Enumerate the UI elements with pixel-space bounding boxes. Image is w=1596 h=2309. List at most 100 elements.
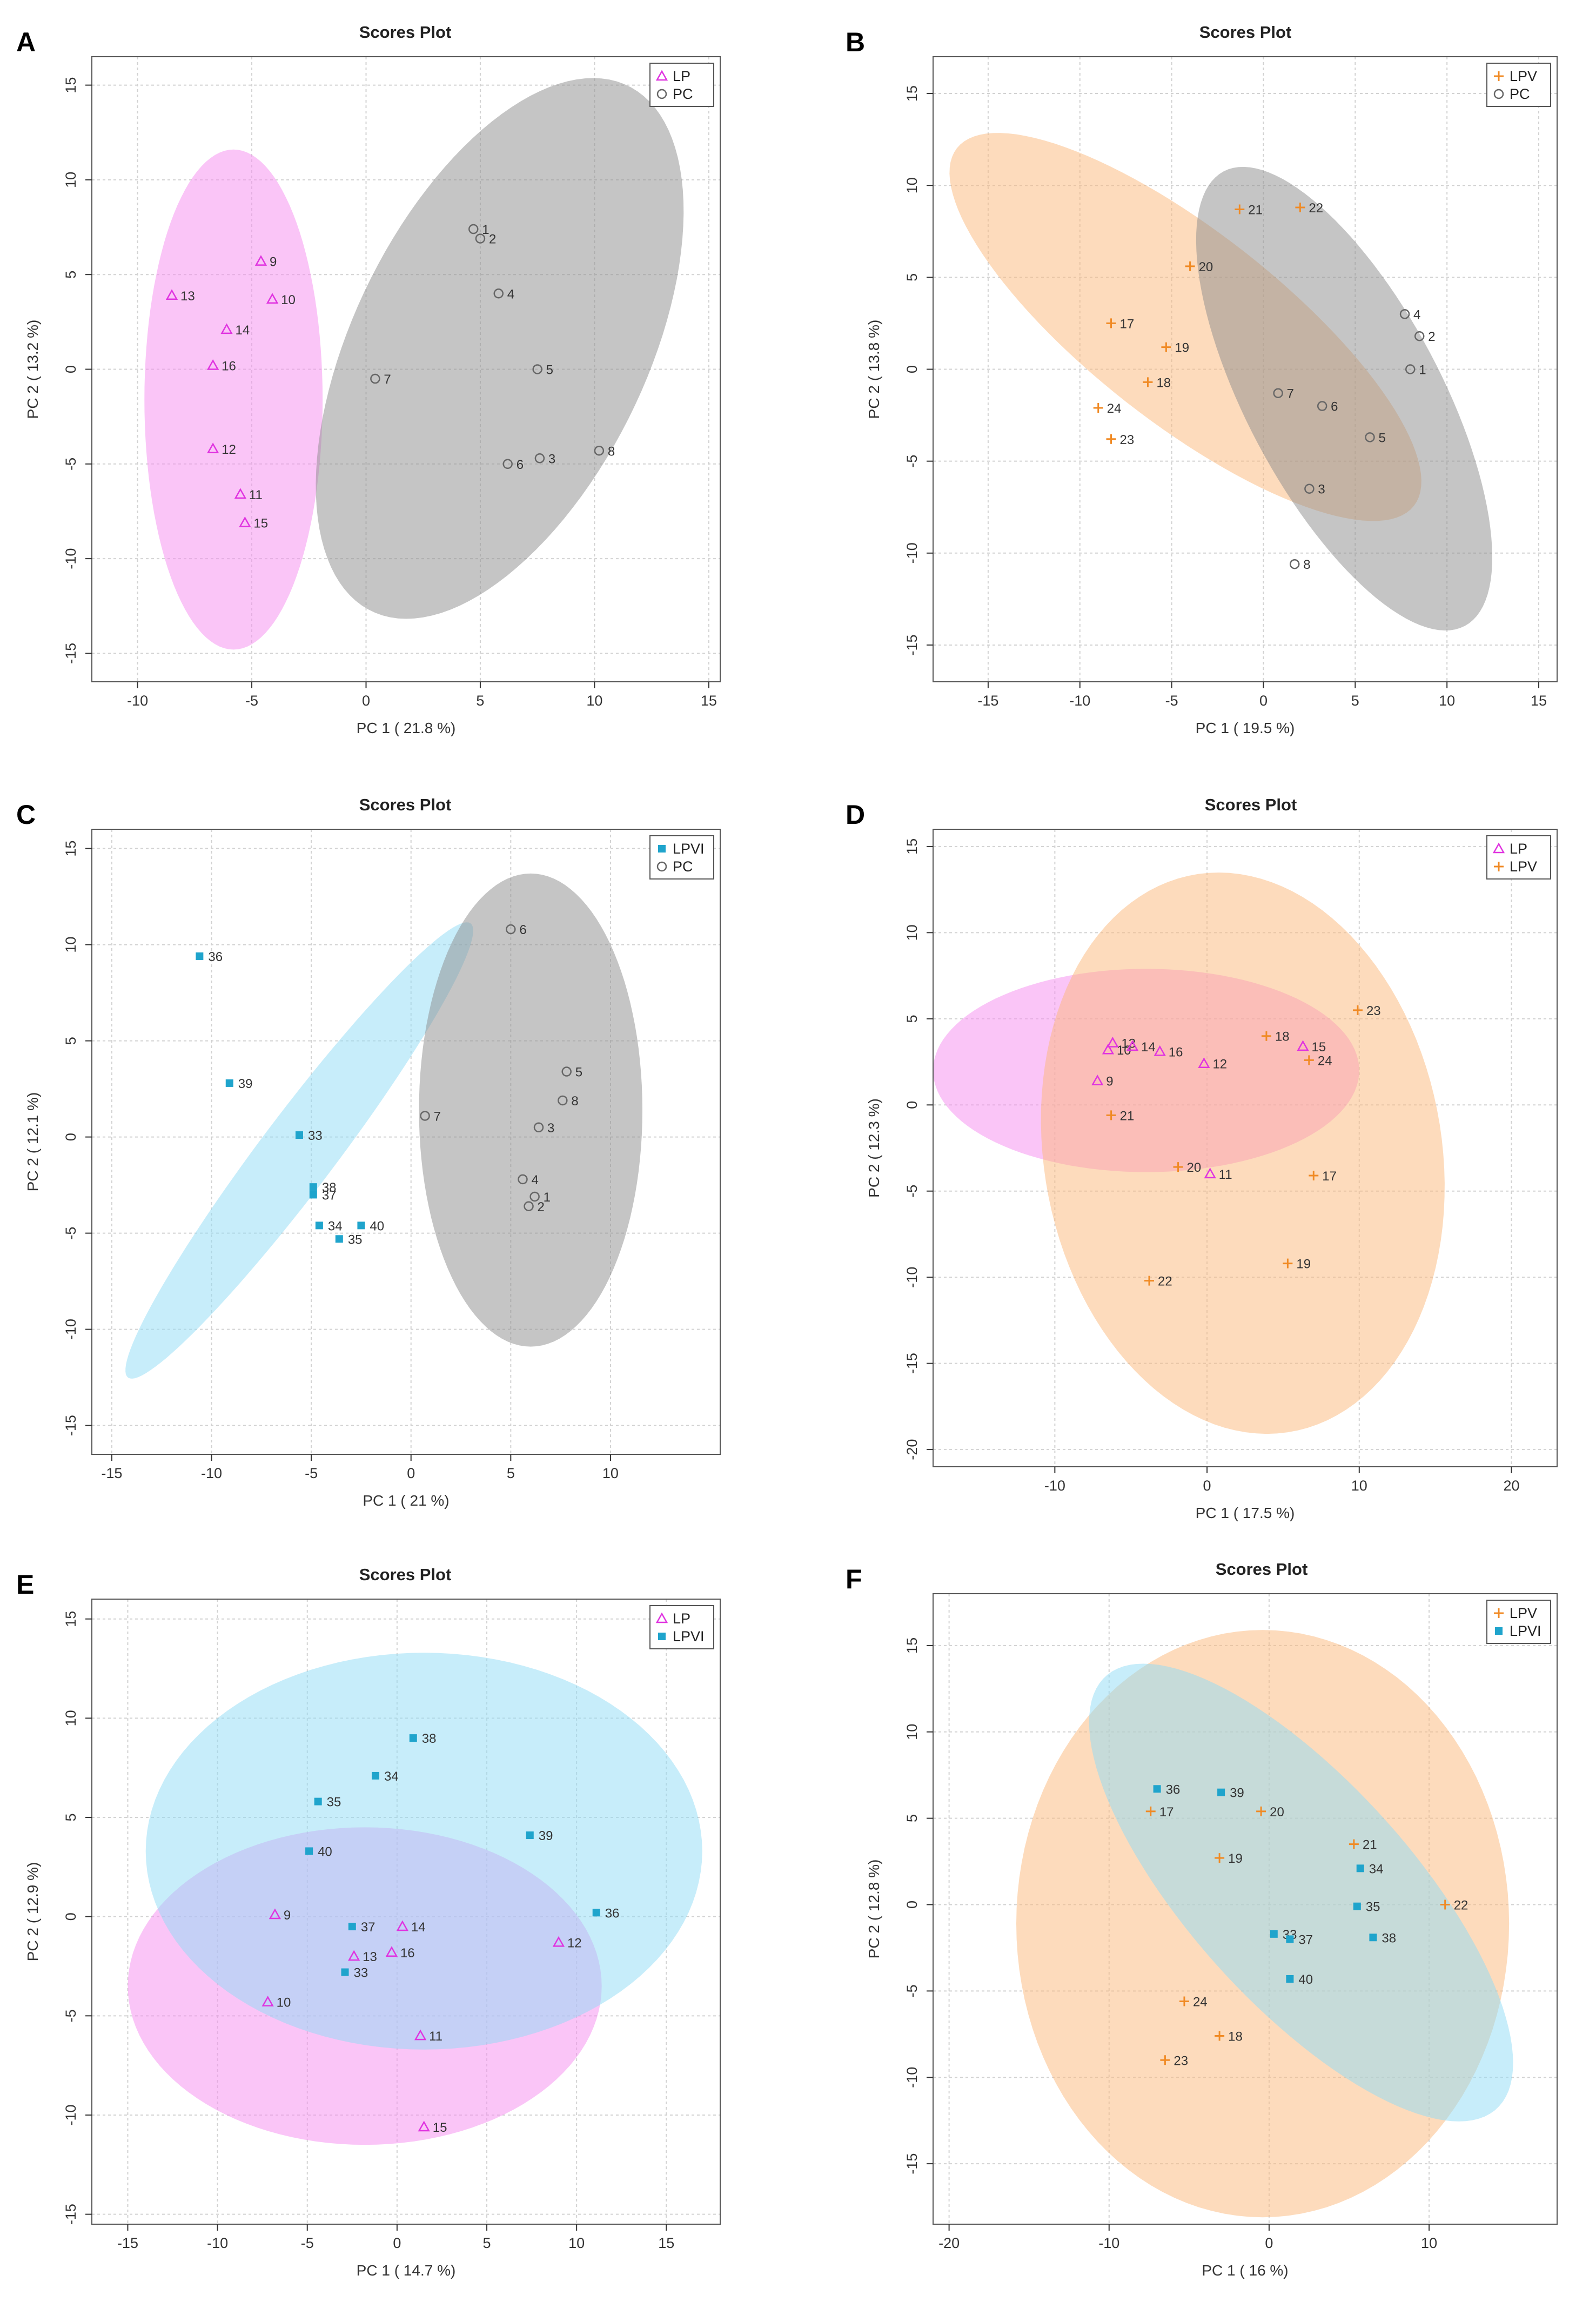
point-label: 21 xyxy=(1363,1838,1377,1852)
legend-label: LP xyxy=(673,68,690,84)
data-point-pc xyxy=(506,924,516,935)
data-point-lpv xyxy=(1349,1839,1359,1849)
x-tick-label: 5 xyxy=(476,693,484,709)
point-label: 11 xyxy=(249,488,263,502)
legend-marker-pc xyxy=(656,861,667,872)
data-point-pc xyxy=(532,364,542,374)
legend-box xyxy=(1486,835,1551,880)
data-point-lpv xyxy=(1256,1806,1266,1816)
data-point-lpvi xyxy=(196,952,204,960)
data-point-lpvi xyxy=(348,1923,356,1931)
data-point-lpvi xyxy=(1153,1785,1161,1793)
panel-letter: A xyxy=(16,27,36,57)
point-label: 20 xyxy=(1270,1805,1284,1820)
x-axis-label: PC 1 ( 19.5 %) xyxy=(1196,720,1295,736)
point-label: 18 xyxy=(1275,1030,1290,1044)
confidence-ellipse-pc xyxy=(1196,166,1492,630)
point-label: 37 xyxy=(322,1188,337,1203)
x-tick-label: 0 xyxy=(362,693,370,709)
panel-d: D Scores Plot -10 0 10 20 -20 -15 -10 -5 0 5 10 15 PC … xyxy=(846,795,1558,1521)
data-point-pc xyxy=(420,1111,430,1121)
point-label: 39 xyxy=(238,1077,253,1091)
y-axis-label: PC 2 ( 12.8 %) xyxy=(866,1860,882,1959)
plot-frame xyxy=(91,829,721,1455)
y-tick-label: -10 xyxy=(904,1267,920,1288)
point-label: 7 xyxy=(1287,387,1294,401)
point-label: 33 xyxy=(354,1966,368,1981)
data-point-lpv xyxy=(1235,204,1245,214)
data-point-pc xyxy=(534,453,545,464)
panel-letter: C xyxy=(16,800,36,830)
legend-box xyxy=(649,63,714,107)
x-tick-label: 5 xyxy=(1351,693,1359,709)
y-tick-label: 10 xyxy=(904,177,920,193)
legend-label: LPV xyxy=(1510,858,1537,875)
legend-marker-lpvi xyxy=(658,845,666,853)
point-label: 2 xyxy=(538,1200,545,1214)
data-point-lpvi xyxy=(341,1968,349,1976)
point-label: 39 xyxy=(539,1829,553,1843)
x-axis-label: PC 1 ( 17.5 %) xyxy=(1196,1505,1295,1521)
chart-title: Scores Plot xyxy=(359,1565,452,1584)
x-tick-label: -15 xyxy=(117,2235,138,2251)
data-point-pc xyxy=(518,1174,528,1185)
legend-label: PC xyxy=(1510,86,1530,102)
point-label: 24 xyxy=(1193,1995,1208,2010)
data-point-lpv xyxy=(1160,2055,1170,2065)
legend-marker-lp xyxy=(655,70,668,81)
legend-marker-pc xyxy=(656,89,667,99)
confidence-ellipse-lpvi xyxy=(1089,1663,1513,2122)
legend-marker-lpv xyxy=(1494,71,1504,81)
point-label: 6 xyxy=(519,923,526,937)
panel-letter: F xyxy=(846,1564,862,1594)
point-label: 21 xyxy=(1248,203,1263,217)
x-tick-label: -10 xyxy=(1098,2235,1119,2251)
y-tick-label: -15 xyxy=(63,1415,79,1436)
point-label: 12 xyxy=(567,1936,582,1950)
legend-marker-lp xyxy=(655,1612,668,1623)
data-point-pc xyxy=(1399,309,1410,319)
x-tick-label: 5 xyxy=(483,2235,491,2251)
y-tick-label: -15 xyxy=(904,634,920,655)
x-tick-label: -10 xyxy=(207,2235,228,2251)
y-tick-label: 5 xyxy=(904,273,920,281)
point-label: 39 xyxy=(1230,1786,1244,1801)
data-point-lpv xyxy=(1106,318,1116,328)
data-point-lpv xyxy=(1106,1110,1116,1120)
point-label: 24 xyxy=(1318,1053,1332,1068)
data-point-lpv xyxy=(1179,1996,1189,2006)
y-tick-label: -15 xyxy=(904,2153,920,2174)
point-label: 1 xyxy=(544,1190,551,1205)
legend-label: LP xyxy=(1510,841,1527,857)
x-tick-label: 0 xyxy=(1203,1478,1211,1494)
x-axis-label: PC 1 ( 16 %) xyxy=(1202,2262,1288,2279)
x-axis-label: PC 1 ( 14.7 %) xyxy=(357,2262,456,2279)
data-point-lp xyxy=(234,488,247,499)
point-label: 15 xyxy=(1312,1040,1326,1055)
point-label: 2 xyxy=(489,232,496,247)
x-tick-label: 5 xyxy=(507,1465,515,1481)
legend-marker-lpv xyxy=(1494,862,1504,871)
x-tick-label: 15 xyxy=(1531,693,1547,709)
point-label: 40 xyxy=(370,1219,384,1233)
data-point-lpvi xyxy=(309,1183,317,1191)
y-tick-label: -5 xyxy=(63,1227,79,1240)
legend-marker-lpvi xyxy=(1495,1627,1503,1635)
y-axis-label: PC 2 ( 12.1 %) xyxy=(24,1092,41,1192)
data-point-pc xyxy=(1273,388,1283,398)
confidence-ellipse-pc xyxy=(316,78,684,619)
point-label: 13 xyxy=(363,1950,377,1964)
x-tick-label: 0 xyxy=(1265,2235,1273,2251)
y-tick-label: -5 xyxy=(63,2009,79,2022)
point-label: 38 xyxy=(422,1731,437,1746)
data-point-lpvi xyxy=(1286,1975,1294,1983)
data-point-pc xyxy=(594,446,605,456)
confidence-ellipse-lp xyxy=(144,149,323,650)
point-label: 11 xyxy=(1219,1167,1232,1182)
data-point-lp xyxy=(254,255,267,266)
point-label: 8 xyxy=(608,444,615,459)
y-tick-label: -15 xyxy=(63,2204,79,2225)
plot-frame xyxy=(91,1599,721,2225)
data-point-lp xyxy=(261,1996,274,2006)
point-label: 19 xyxy=(1228,1851,1243,1866)
